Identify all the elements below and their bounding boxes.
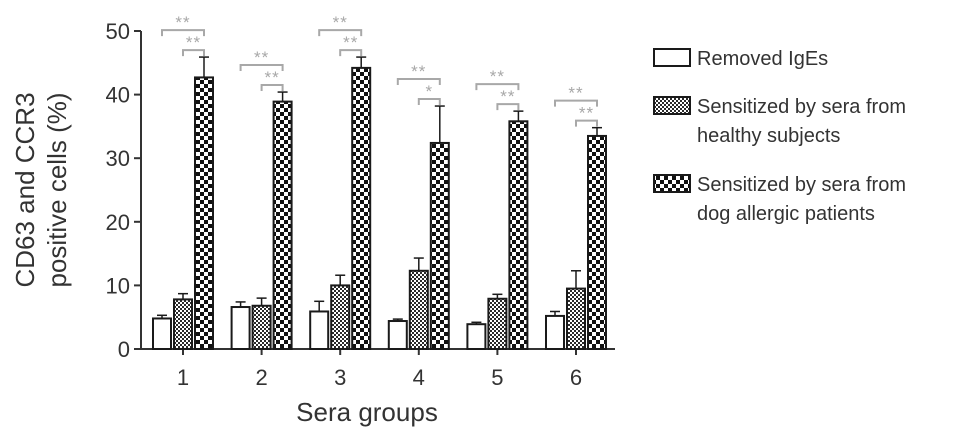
legend-item-removed-iges: Removed IgEs: [653, 48, 828, 70]
x-tick-label: 6: [570, 365, 582, 390]
bar: [330, 284, 351, 350]
y-axis-title-line-1: CD63 and CCR3: [10, 92, 40, 287]
significance-marker-inner: **: [343, 33, 358, 52]
significance-marker-inner: **: [500, 87, 515, 106]
y-tick-label: 40: [106, 83, 130, 108]
x-tick-label: 1: [177, 365, 189, 390]
bar: [408, 269, 429, 350]
bar: [272, 100, 293, 351]
bar: [387, 320, 408, 350]
y-tick-label: 50: [106, 19, 130, 44]
significance-bracket-inner: [417, 98, 441, 106]
bar: [173, 298, 193, 350]
significance-marker-outer: **: [333, 13, 348, 32]
significance-marker-outer: **: [568, 84, 583, 103]
bar: [587, 134, 607, 350]
legend-item-allergic: Sensitized by sera from dog allergic pat…: [653, 174, 906, 225]
y-tick-label: 20: [106, 210, 130, 235]
significance-marker-inner: *: [425, 82, 433, 101]
significance-bracket-inner: [496, 103, 520, 111]
significance-bracket-outer: [554, 99, 598, 107]
bar: [429, 141, 450, 350]
x-tick-label: 5: [491, 365, 503, 390]
y-tick-label: 0: [118, 337, 130, 362]
significance-bracket-inner: [182, 49, 205, 57]
significance-bracket-outer: [239, 64, 284, 72]
x-tick-label: 4: [413, 365, 425, 390]
bar: [466, 323, 487, 351]
significance-bracket-inner: [339, 49, 363, 57]
significance-bracket-inner: [260, 84, 284, 92]
significance-marker-inner: **: [186, 33, 201, 52]
legend-swatch-coarse-check: [653, 174, 691, 193]
bars: [152, 56, 607, 351]
x-axis-title: Sera groups: [296, 397, 438, 427]
x-tick-label: 2: [255, 365, 267, 390]
significance-marker-outer: **: [254, 48, 269, 67]
legend-item-healthy: Sensitized by sera from healthy subjects: [653, 96, 906, 147]
bar: [230, 306, 251, 350]
legend-swatch-fine-check: [653, 96, 691, 115]
legend: Removed IgEs Sensitized by sera from hea…: [653, 48, 906, 225]
significance-bracket-outer: [161, 29, 205, 37]
bar: [194, 76, 214, 350]
bar: [251, 304, 272, 351]
significance-bracket-outer: [318, 29, 363, 37]
legend-label-removed-iges: Removed IgEs: [697, 48, 828, 70]
bar: [545, 314, 565, 351]
bar: [351, 66, 372, 350]
y-tick-label: 10: [106, 273, 130, 298]
significance-brackets: ******************* ****: [161, 13, 598, 127]
significance-marker-inner: **: [264, 68, 279, 87]
significance-bracket-inner: [575, 119, 598, 127]
legend-label-healthy-line-1: Sensitized by sera from: [697, 96, 906, 118]
significance-marker-inner: **: [579, 104, 594, 123]
x-axis: 1 2 3 4 5 6: [141, 348, 615, 390]
y-tick-label: 30: [106, 146, 130, 171]
y-axis: 0 10 20 30 40 50: [106, 19, 142, 362]
significance-marker-outer: **: [411, 62, 426, 81]
bar: [508, 120, 529, 350]
legend-label-allergic-line-1: Sensitized by sera from: [697, 174, 906, 196]
bar: [309, 310, 330, 351]
significance-marker-outer: **: [490, 67, 505, 86]
bar: [566, 287, 586, 350]
legend-swatch-blank: [653, 48, 691, 67]
legend-label-allergic-line-2: dog allergic patients: [697, 203, 875, 225]
x-tick-label: 3: [334, 365, 346, 390]
significance-marker-outer: **: [175, 13, 190, 32]
bar: [152, 317, 172, 350]
bar: [487, 297, 508, 351]
legend-label-healthy-line-2: healthy subjects: [697, 125, 840, 147]
y-axis-title-line-2: positive cells (%): [42, 92, 72, 287]
significance-bracket-outer: [396, 78, 441, 86]
significance-bracket-outer: [475, 83, 520, 91]
